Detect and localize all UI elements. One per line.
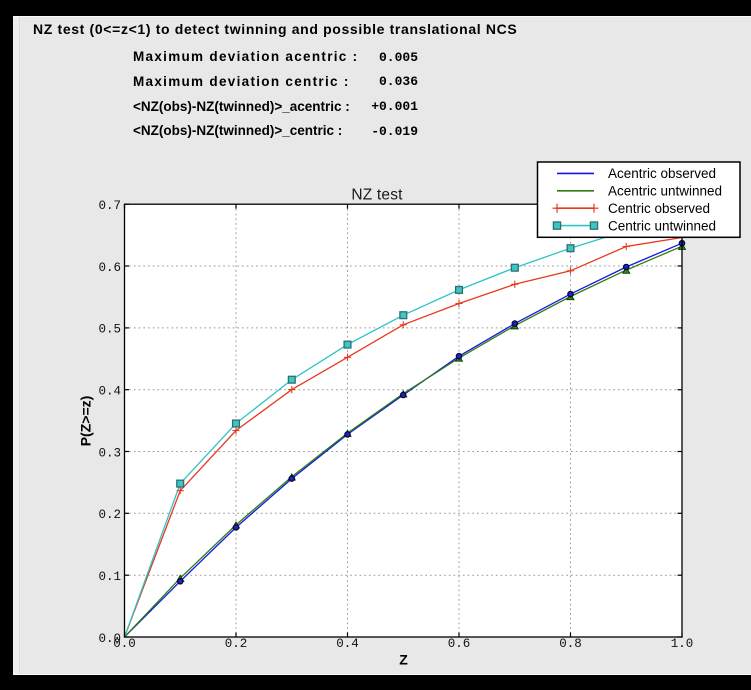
svg-text:0.4: 0.4	[98, 385, 121, 399]
svg-text:0.5: 0.5	[98, 323, 121, 337]
svg-text:Centric untwinned: Centric untwinned	[608, 218, 716, 233]
svg-text:Acentric observed: Acentric observed	[608, 166, 716, 181]
svg-text:0.6: 0.6	[448, 637, 471, 651]
svg-text:0.8: 0.8	[559, 637, 582, 651]
svg-text:0.7: 0.7	[98, 199, 121, 213]
svg-text:0.0: 0.0	[113, 637, 136, 651]
svg-text:Acentric untwinned: Acentric untwinned	[608, 184, 722, 199]
svg-text:1.0: 1.0	[671, 637, 694, 651]
svg-text:Centric observed: Centric observed	[608, 201, 710, 216]
svg-text:0.6: 0.6	[98, 261, 121, 275]
svg-text:0.4: 0.4	[336, 637, 359, 651]
svg-text:0.2: 0.2	[225, 637, 248, 651]
svg-text:0.3: 0.3	[98, 446, 121, 460]
svg-text:0.0: 0.0	[98, 632, 121, 646]
svg-text:0.1: 0.1	[98, 570, 121, 584]
svg-text:0.2: 0.2	[98, 508, 121, 522]
svg-text:P(Z>=z): P(Z>=z)	[78, 396, 94, 447]
svg-text:Z: Z	[399, 652, 408, 668]
svg-text:NZ test: NZ test	[351, 187, 403, 204]
